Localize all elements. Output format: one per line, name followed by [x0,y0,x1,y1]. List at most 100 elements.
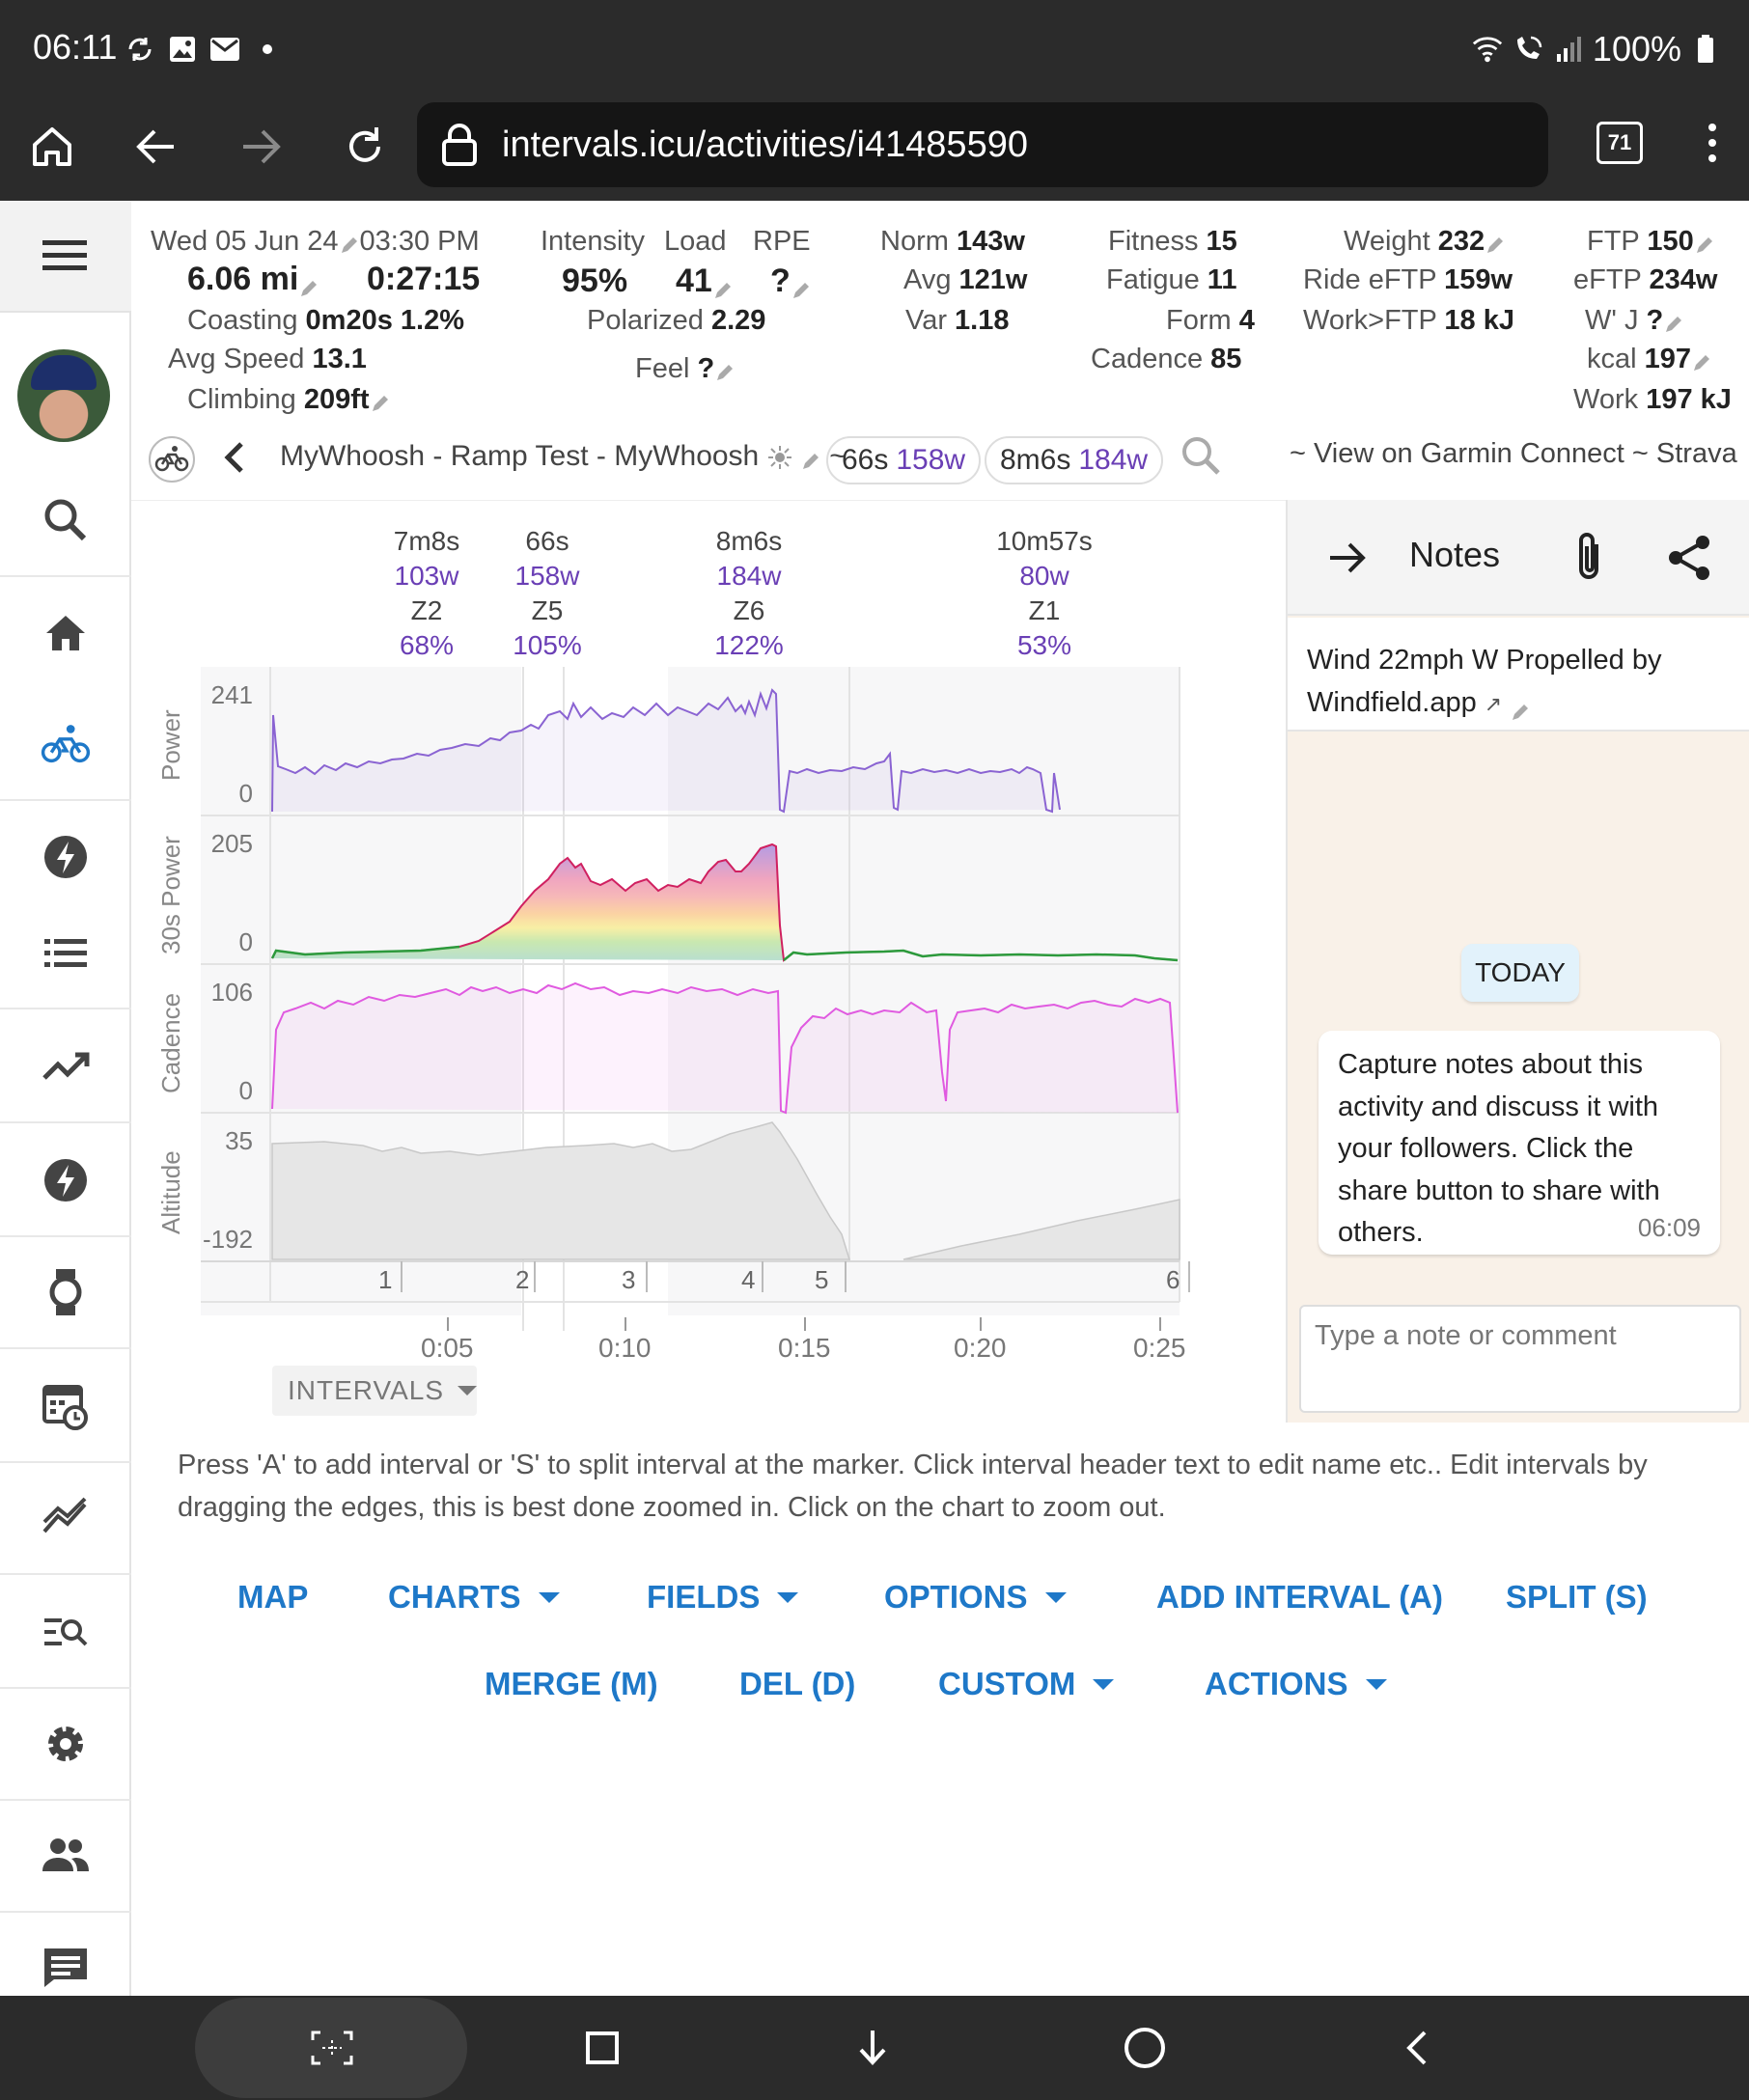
status-bar: 06:11 100% [0,0,1749,93]
home-icon[interactable] [21,116,83,178]
activity-name[interactable]: MyWhoosh - Ramp Test - MyWhoosh ~ [280,440,847,472]
work: Work 197 kJ [1573,384,1732,415]
merge-button[interactable]: MERGE (M) [485,1666,658,1701]
compare-chart-icon[interactable] [0,1463,131,1575]
charts-canvas[interactable] [131,501,1286,1369]
norm-power: Norm 143w [880,226,1025,257]
variability: Var 1.18 [905,305,1010,336]
lap-marker-4[interactable]: 4 [741,1265,756,1294]
forward-arrow-icon[interactable] [230,116,292,178]
interval-header-3[interactable]: 8m6s 184w Z6 122% [652,524,846,663]
ftp[interactable]: FTP 150 [1587,226,1715,258]
calendar-clock-icon[interactable] [0,1351,131,1463]
previous-activity-icon[interactable] [220,438,249,482]
back-arrow-icon[interactable] [125,116,187,178]
climbing[interactable]: Climbing 209ft [187,384,391,416]
fatigue: Fatigue 11 [1106,264,1237,295]
weight[interactable]: Weight 232 [1344,226,1506,258]
edit-pencil-icon[interactable] [1663,311,1684,333]
external-link-icon[interactable]: ↗ [1484,692,1503,716]
activity-type-icon[interactable] [149,436,195,483]
actions-dropdown[interactable]: ACTIONS [1205,1666,1387,1702]
best-effort-chip-66s[interactable]: 66s 158w [826,436,982,484]
activity-charts[interactable]: 7m8s 103w Z2 68% 66s 158w Z5 105% 8m6s 1… [131,500,1286,1423]
distance[interactable]: 6.06 mi [187,261,319,298]
cadence-axis-label: Cadence [156,992,185,1093]
interval-header-2[interactable]: 66s 158w Z5 105% [504,524,591,663]
feel[interactable]: Feel ? [635,353,736,385]
lap-marker-2[interactable]: 2 [515,1265,530,1294]
back-chevron-icon[interactable] [1388,2019,1446,2077]
hamburger-menu-icon[interactable] [0,201,131,313]
cycling-icon[interactable] [0,689,131,801]
recent-apps-icon[interactable] [573,2019,631,2077]
fields-dropdown[interactable]: FIELDS [647,1579,799,1616]
list-icon[interactable] [0,898,131,1009]
collapse-arrow-icon[interactable] [1324,535,1371,586]
edit-pencil-icon[interactable] [712,272,734,299]
search-icon[interactable] [0,465,131,577]
edit-pencil-icon[interactable] [791,272,812,299]
edit-pencil-icon[interactable] [1485,232,1506,254]
split-button[interactable]: SPLIT (S) [1506,1579,1648,1615]
map-button[interactable]: MAP [237,1579,309,1615]
cadence-series [271,981,1179,1115]
sun-icon [767,445,792,470]
edit-pencil-icon[interactable] [370,390,391,412]
add-interval-button[interactable]: ADD INTERVAL (A) [1156,1579,1443,1615]
edit-pencil-icon[interactable] [1691,349,1712,372]
edit-pencil-icon[interactable] [1694,232,1715,254]
load-value[interactable]: 41 [676,262,734,300]
watch-icon[interactable] [0,1237,131,1349]
reload-icon[interactable] [334,116,396,178]
rpe-value[interactable]: ? [770,262,812,300]
interval-duration: 8m6s [715,526,783,556]
lap-marker-6[interactable]: 6 [1166,1265,1180,1294]
edit-pencil-icon[interactable] [800,447,821,470]
power-curve-icon[interactable] [0,1125,131,1237]
power-icon[interactable] [0,801,131,913]
external-links[interactable]: ~ View on Garmin Connect ~ Strava [1290,438,1737,469]
notes-description[interactable]: Wind 22mph W Propelled by Windfield.app … [1288,618,1749,732]
lap-marker-3[interactable]: 3 [622,1265,636,1294]
custom-dropdown[interactable]: CUSTOM [938,1666,1115,1702]
charts-dropdown[interactable]: CHARTS [388,1579,560,1616]
hide-keyboard-icon[interactable] [844,2019,902,2077]
search-list-icon[interactable] [0,1577,131,1689]
notes-link[interactable]: Windfield.app [1307,687,1477,718]
lap-marker-1[interactable]: 1 [378,1265,393,1294]
interval-header-1[interactable]: 7m8s 103w Z2 68% [330,524,523,663]
edit-pencil-icon[interactable] [298,270,319,297]
power30-max: 205 [210,829,253,858]
home-nav-icon[interactable] [0,577,131,689]
note-input[interactable]: Type a note or comment [1299,1305,1741,1413]
delete-button[interactable]: DEL (D) [739,1666,856,1701]
share-icon[interactable] [1666,533,1714,588]
attachment-icon[interactable] [1569,531,1608,590]
url-bar[interactable]: intervals.icu/activities/i41485590 [417,102,1548,187]
activity-date[interactable]: Wed 05 Jun 24 03:30 PM [151,226,480,257]
options-dropdown[interactable]: OPTIONS [884,1579,1067,1616]
capture-icon[interactable] [303,2019,361,2077]
settings-gear-icon[interactable] [0,1689,131,1801]
home-circle-icon[interactable] [1116,2019,1174,2077]
trend-icon[interactable] [0,1011,131,1123]
coasting: Coasting 0m20s 1.2% [187,305,465,336]
dropdown-caret-icon [1093,1678,1115,1690]
edit-pencil-icon[interactable] [339,232,360,254]
browser-menu-icon[interactable] [1703,118,1722,172]
w-prime[interactable]: W' J ? [1585,305,1684,337]
people-icon[interactable] [0,1801,131,1913]
edit-pencil-icon[interactable] [1510,693,1531,721]
intervals-dropdown[interactable]: INTERVALS [272,1366,478,1416]
edit-pencil-icon[interactable] [714,359,736,381]
search-icon[interactable] [1180,434,1224,484]
interval-header-4[interactable]: 10m57s 80w Z1 53% [948,524,1141,663]
date-divider: TODAY [1461,944,1579,1002]
tab-switcher-button[interactable]: 71 [1596,122,1643,164]
avatar[interactable] [17,349,110,442]
chat-message-bubble: Capture notes about this activity and di… [1319,1031,1720,1255]
best-effort-chip-8m6s[interactable]: 8m6s 184w [985,436,1164,484]
kcal[interactable]: kcal 197 [1587,344,1712,375]
lap-marker-5[interactable]: 5 [815,1265,829,1294]
